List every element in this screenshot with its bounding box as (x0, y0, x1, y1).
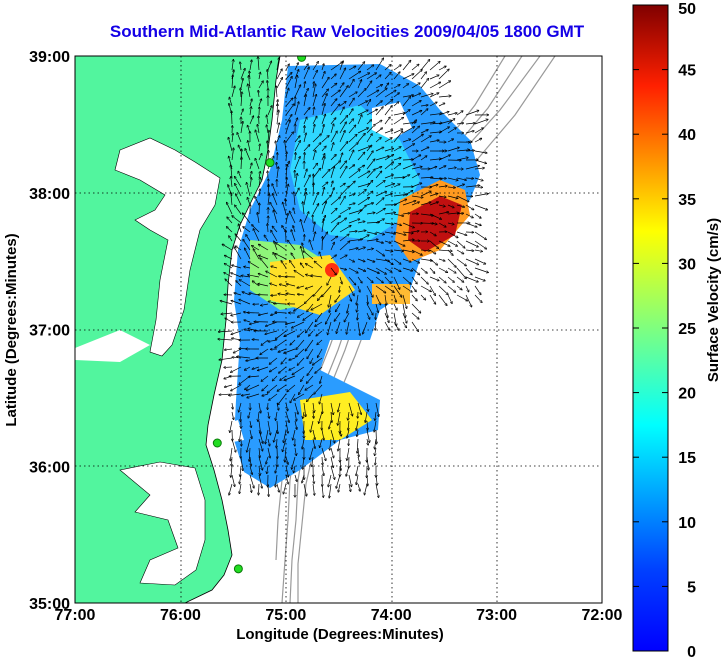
sound-water (119, 461, 206, 586)
y-tick-label: 36:00 (29, 459, 70, 476)
colorbar-tick-label: 50 (678, 1, 696, 18)
y-tick-label: 35:00 (29, 596, 70, 613)
colorbar-tick-label: 35 (678, 192, 696, 209)
y-axis-label: Latitude (Degrees:Minutes) (3, 233, 20, 426)
x-tick-label: 77:00 (55, 607, 96, 624)
y-tick-label: 38:00 (29, 186, 70, 203)
current-vectors (218, 57, 488, 498)
colorbar-tick-label: 20 (678, 386, 696, 403)
station-markers (212, 56, 307, 574)
x-tick-label: 73:00 (476, 607, 517, 624)
chart-title: Southern Mid-Atlantic Raw Velocities 200… (109, 22, 585, 41)
station-marker (212, 438, 222, 448)
x-axis-label: Longitude (Degrees:Minutes) (236, 626, 444, 643)
x-axis-ticks: 77:00 76:00 75:00 74:00 73:00 72:00 (55, 607, 623, 624)
x-tick-label: 75:00 (265, 607, 306, 624)
colorbar-ticks: 0 5 10 15 20 25 30 35 40 45 50 (633, 1, 696, 659)
station-marker (265, 158, 275, 168)
x-tick-label: 76:00 (160, 607, 201, 624)
colorbar-tick-label: 10 (678, 515, 696, 532)
y-axis-ticks: 39:00 38:00 37:00 36:00 35:00 (29, 49, 70, 613)
bay-water (114, 137, 221, 357)
grid-lines (75, 56, 602, 603)
colorbar-tick-label: 30 (678, 256, 696, 273)
y-tick-label: 39:00 (29, 49, 70, 66)
x-tick-label: 72:00 (582, 607, 623, 624)
station-marker (297, 56, 307, 62)
x-tick-label: 74:00 (371, 607, 412, 624)
plot-frame (74, 55, 603, 604)
inlet-water (75, 330, 150, 362)
y-tick-label: 37:00 (29, 323, 70, 340)
colorbar-tick-label: 45 (678, 63, 696, 80)
colorbar-tick-label: 40 (678, 127, 696, 144)
colorbar-tick-label: 25 (678, 321, 696, 338)
station-marker (233, 564, 243, 574)
coastline (184, 56, 281, 603)
colorbar-tick-label: 15 (678, 450, 696, 467)
colorbar-tick-label: 0 (687, 644, 696, 659)
colorbar-label: Surface Velocity (cm/s) (705, 218, 722, 382)
colorbar-tick-label: 5 (687, 579, 696, 596)
